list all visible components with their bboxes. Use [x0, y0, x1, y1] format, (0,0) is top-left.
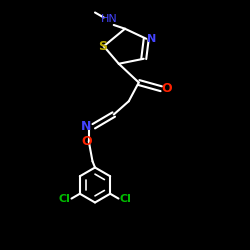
- Text: Cl: Cl: [120, 194, 132, 203]
- Text: O: O: [161, 82, 172, 95]
- Text: S: S: [98, 40, 107, 53]
- Text: N: N: [81, 120, 92, 133]
- Text: O: O: [81, 135, 92, 148]
- Text: Cl: Cl: [58, 194, 70, 203]
- Text: HN: HN: [100, 14, 117, 24]
- Text: N: N: [147, 34, 156, 44]
